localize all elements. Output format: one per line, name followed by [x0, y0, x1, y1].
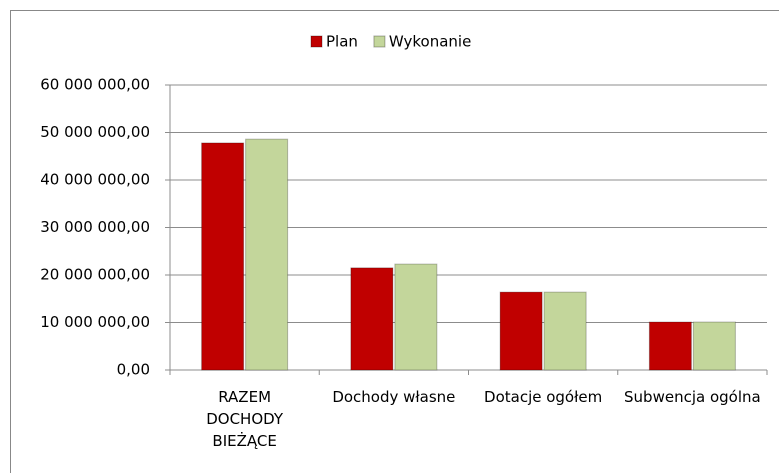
chart-frame	[10, 10, 779, 473]
y-tick-label: 30 000 000,00	[40, 218, 150, 236]
x-tick-label: Dochody własne	[332, 388, 456, 406]
x-tick-label: Subwencja ogólna	[624, 388, 761, 406]
y-tick-label: 0,00	[117, 361, 150, 379]
bar	[692, 321, 736, 371]
y-tick-label: 20 000 000,00	[40, 266, 150, 284]
x-tick-label: RAZEM DOCHODY BIEŻĄCE	[206, 388, 284, 450]
bar	[543, 291, 587, 371]
bar	[201, 142, 245, 371]
bar	[648, 321, 692, 371]
y-tick-label: 40 000 000,00	[40, 171, 150, 189]
y-tick-label: 10 000 000,00	[40, 313, 150, 331]
legend-swatch	[373, 35, 386, 48]
legend-label: Plan	[326, 33, 358, 51]
x-tick-label: Dotacje ogółem	[484, 388, 603, 406]
legend-label: Wykonanie	[389, 33, 471, 51]
bar	[350, 267, 394, 371]
y-tick-label: 50 000 000,00	[40, 123, 150, 141]
bar	[394, 263, 438, 371]
legend-swatch	[310, 35, 323, 48]
bar	[499, 291, 543, 371]
y-tick-label: 60 000 000,00	[40, 76, 150, 94]
bar	[245, 138, 289, 371]
